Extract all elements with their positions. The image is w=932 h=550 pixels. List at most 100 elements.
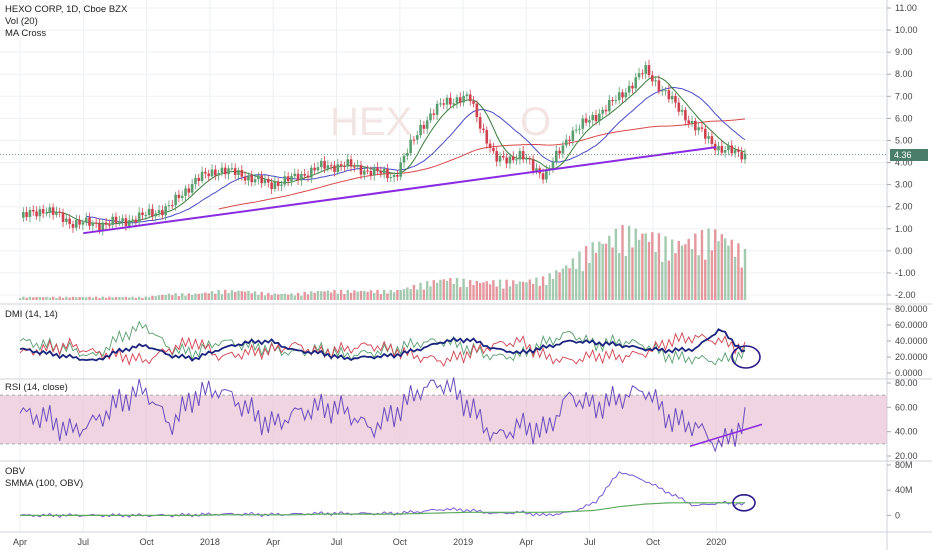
volume-bar [604,243,608,300]
candle-body [531,159,535,171]
volume-bar [674,253,677,300]
volume-bar [58,296,61,300]
candle-body [187,188,191,193]
volume-bar [634,228,637,300]
volume-bar [48,297,51,300]
candle-body [442,103,446,105]
volume-bar [740,267,743,300]
candle-body [389,177,393,179]
volume-bar [104,297,108,300]
volume-bar [442,279,445,300]
volume-bar [98,298,101,300]
price-y-tick-label: 6.00 [895,113,913,123]
candle-body [151,208,154,217]
volume-bar [283,293,287,300]
candle-body [81,222,85,225]
candle-body [223,167,227,175]
volume-bar [545,284,548,300]
volume-bar [727,245,730,300]
price-y-tick-label: 2.00 [895,202,913,212]
volume-bar [154,296,157,300]
volume-bar [743,248,747,300]
candle-body [41,209,45,214]
volume-bar [253,291,257,300]
watermark: HEX [330,100,412,144]
candle-body [651,75,654,82]
candle-body [362,170,366,175]
candle-body [700,127,704,129]
volume-bar [710,250,714,300]
candle-body [412,139,416,141]
candle-body [45,212,48,214]
candle-body [435,103,439,115]
volume-bar [449,278,452,300]
volume-bar [680,245,684,300]
candle-body [207,173,210,177]
volume-bar [670,239,674,300]
watermark-2: O [520,100,551,144]
candle-body [492,148,495,152]
candle-body [707,136,710,139]
obv-y-tick-label: 0 [895,510,900,520]
volume-bar [392,292,396,300]
volume-bar [197,293,200,300]
volume-bar [293,295,296,300]
volume-bar [518,281,522,300]
candle-body [157,210,161,214]
last-price-badge[interactable]: 4.36 [890,148,928,161]
candle-body [402,155,406,163]
volume-bar [124,296,128,300]
volume-bar [396,289,399,300]
volume-bar [369,290,373,300]
volume-bar [277,294,280,300]
obv-y-tick-label: 80M [895,460,913,470]
candle-body [743,153,747,160]
volume-bar [177,296,181,300]
volume-bar [432,280,436,300]
rsi-legend: RSI (14, close) [5,382,68,393]
volume-bar [359,290,363,300]
volume-bar [386,293,389,300]
volume-bar [333,289,336,300]
candle-body [588,120,591,123]
candle-body [677,102,681,112]
candle-body [660,90,664,92]
volume-bar [707,228,710,300]
candle-body [555,150,558,162]
candle-body [425,120,429,129]
candle-body [733,149,737,154]
volume-bar [373,292,376,300]
candle-body [137,212,141,223]
candle-body [717,146,720,151]
candle-body [604,109,608,112]
volume-bar [406,287,409,300]
volume-bar [561,268,565,300]
candle-body [323,160,326,169]
candle-body [541,173,545,180]
candle-body [257,175,260,180]
price-y-tick-label: 1.00 [895,224,913,234]
grid [0,0,887,532]
x-tick-label: Apr [266,537,280,547]
obv-line [19,471,746,519]
volume-bar [94,296,98,300]
x-tick-label: 2018 [200,537,220,547]
volume-bar [508,286,512,300]
price-y-tick-label: 8.00 [895,69,913,79]
volume-bar [495,286,498,300]
candle-body [674,96,677,103]
volume-bar [571,258,575,300]
volume-bar [548,273,551,300]
x-tick-label: Oct [393,537,408,547]
volume-bar [366,291,369,300]
candle-body [240,170,244,177]
candle-body [28,209,32,217]
volume-bar [624,255,628,300]
volume-bar [594,252,598,300]
candle-body [326,165,330,169]
candle-body [462,95,465,103]
candle-body [141,212,144,216]
volume-bar [273,293,277,300]
volume-bar [18,298,22,300]
candle-body [111,216,114,225]
